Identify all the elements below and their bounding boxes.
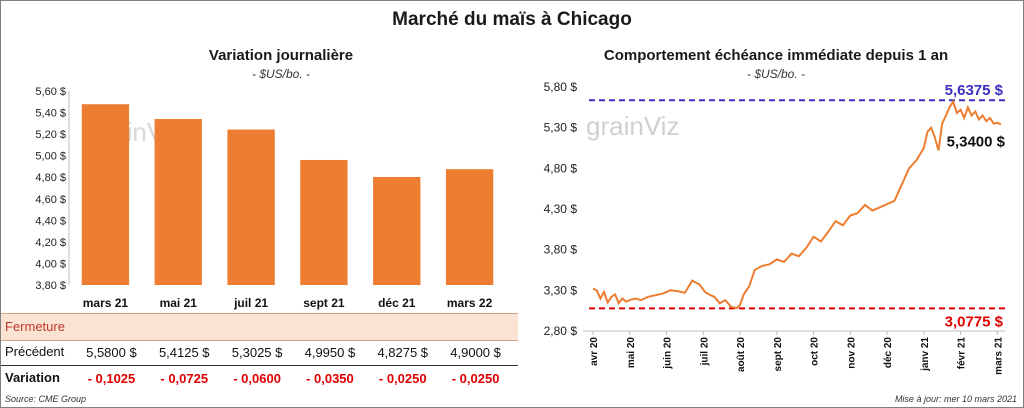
low-label: 3,0775 $ (945, 313, 1004, 330)
watermark: grainViz (586, 111, 679, 141)
table-cell: 5,5800 $ (86, 345, 137, 360)
update-note: Mise à jour: mer 10 mars 2021 (894, 394, 1017, 404)
x-tick-label: avr 20 (589, 337, 600, 366)
x-tick-label: mai 20 (626, 337, 637, 369)
category-label: déc 21 (378, 296, 416, 310)
x-tick-label: oct 20 (810, 337, 821, 366)
category-label: mars 22 (447, 296, 493, 310)
table-cell: 5,4125 $ (159, 345, 210, 360)
bar (154, 119, 202, 286)
last-value-label: 5,3400 $ (947, 133, 1006, 150)
table-cell: 5,3025 $ (232, 345, 283, 360)
line-chart-title: Comportement échéance immédiate depuis 1… (603, 47, 949, 64)
y-tick-label: 4,30 $ (544, 202, 578, 216)
table-cell: - 0,0600 (233, 371, 281, 386)
bar-chart-unit: - $US/bo. - (251, 67, 311, 81)
x-tick-label: sept 20 (773, 337, 784, 372)
x-tick-label: nov 20 (846, 337, 857, 369)
category-label: juil 21 (233, 296, 268, 310)
table-cell: 4,8275 $ (377, 345, 428, 360)
y-tick-label: 4,60 $ (35, 194, 66, 206)
table-row-precedent: Précédent (1, 339, 518, 366)
x-tick-label: août 20 (736, 337, 747, 372)
category-label: mai 21 (160, 296, 198, 310)
source-note: Source: CME Group (5, 394, 87, 404)
y-tick-label: 5,40 $ (35, 108, 66, 120)
bar (445, 169, 494, 285)
x-tick-label: mars 21 (993, 337, 1004, 375)
bar (227, 129, 275, 285)
y-tick-label: 5,30 $ (544, 121, 578, 135)
table-cell: - 0,0250 (379, 371, 427, 386)
y-tick-label: 2,80 $ (544, 324, 578, 338)
bar (300, 159, 348, 285)
row-label-variation: Variation (5, 370, 60, 385)
row-label-fermeture: Fermeture (5, 319, 65, 334)
page-title: Marché du maïs à Chicago (392, 9, 632, 30)
y-tick-label: 4,20 $ (35, 237, 66, 249)
y-tick-label: 3,80 $ (35, 280, 66, 292)
category-label: mars 21 (83, 296, 129, 310)
table-cell: - 0,0250 (452, 371, 500, 386)
x-tick-label: févr 21 (957, 337, 968, 370)
high-label: 5,6375 $ (945, 82, 1004, 99)
y-tick-label: 5,00 $ (35, 151, 66, 163)
table-row-fermeture: Fermeture (1, 313, 518, 341)
y-tick-label: 5,80 $ (544, 80, 578, 94)
y-tick-label: 3,30 $ (544, 283, 578, 297)
bar-chart-title: Variation journalière (208, 47, 354, 64)
series-line (592, 99, 1002, 310)
bar (373, 176, 421, 285)
x-tick-label: déc 20 (883, 337, 894, 369)
row-label-precedent: Précédent (5, 344, 65, 359)
table-row-variation: Variation (1, 365, 518, 391)
table-cell: - 0,0350 (306, 371, 354, 386)
table-cell: - 0,0725 (160, 371, 208, 386)
y-tick-label: 4,80 $ (544, 161, 578, 175)
y-tick-label: 5,60 $ (35, 86, 66, 98)
y-tick-label: 4,00 $ (35, 258, 66, 270)
table-cell: - 0,1025 (88, 371, 136, 386)
x-tick-label: juin 20 (663, 337, 674, 370)
x-tick-label: janv 21 (920, 337, 931, 372)
y-tick-label: 4,80 $ (35, 172, 66, 184)
category-label: sept 21 (303, 296, 345, 310)
table-cell: 4,9000 $ (450, 345, 501, 360)
table-cell: 4,9950 $ (305, 345, 356, 360)
line-chart-unit: - $US/bo. - (746, 67, 806, 81)
y-tick-label: 3,80 $ (544, 243, 578, 257)
bar (81, 104, 130, 285)
y-tick-label: 5,20 $ (35, 129, 66, 141)
x-tick-label: juil 20 (699, 337, 710, 367)
y-tick-label: 4,40 $ (35, 215, 66, 227)
